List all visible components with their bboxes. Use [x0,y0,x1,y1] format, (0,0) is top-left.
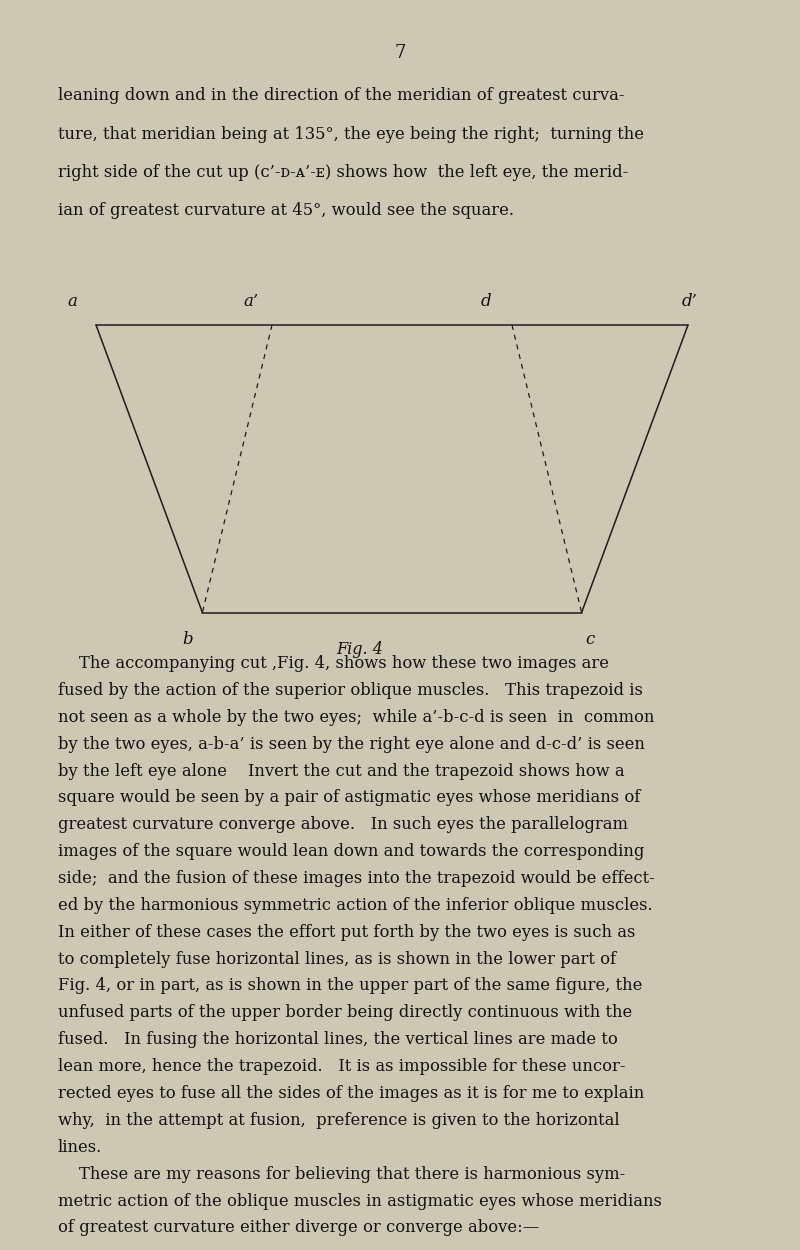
Text: greatest curvature converge above.   In such eyes the parallelogram: greatest curvature converge above. In su… [58,816,628,834]
Text: lean more, hence the trapezoid.   It is as impossible for these uncor-: lean more, hence the trapezoid. It is as… [58,1058,625,1075]
Text: fused by the action of the superior oblique muscles.   This trapezoid is: fused by the action of the superior obli… [58,682,642,699]
Text: b: b [182,631,193,649]
Text: c: c [586,631,595,649]
Text: The accompanying cut ,Fig. 4, shows how these two images are: The accompanying cut ,Fig. 4, shows how … [58,655,609,672]
Text: a: a [67,292,77,310]
Text: ed by the harmonious symmetric action of the inferior oblique muscles.: ed by the harmonious symmetric action of… [58,898,652,914]
Text: by the left eye alone    Invert the cut and the trapezoid shows how a: by the left eye alone Invert the cut and… [58,762,624,780]
Text: lines.: lines. [58,1139,102,1156]
Text: images of the square would lean down and towards the corresponding: images of the square would lean down and… [58,842,644,860]
Text: right side of the cut up (ᴄ’-ᴅ-ᴀ’-ᴇ) shows how  the left eye, the merid-: right side of the cut up (ᴄ’-ᴅ-ᴀ’-ᴇ) sho… [58,164,628,181]
Text: In either of these cases the effort put forth by the two eyes is such as: In either of these cases the effort put … [58,924,635,941]
Text: metric action of the oblique muscles in astigmatic eyes whose meridians: metric action of the oblique muscles in … [58,1192,662,1210]
Text: Fig. 4, or in part, as is shown in the upper part of the same figure, the: Fig. 4, or in part, as is shown in the u… [58,978,642,995]
Text: not seen as a whole by the two eyes;  while a’-b-c-d is seen  in  common: not seen as a whole by the two eyes; whi… [58,709,654,726]
Text: square would be seen by a pair of astigmatic eyes whose meridians of: square would be seen by a pair of astigm… [58,790,640,806]
Text: unfused parts of the upper border being directly continuous with the: unfused parts of the upper border being … [58,1005,632,1021]
Text: ian of greatest curvature at 45°, would see the square.: ian of greatest curvature at 45°, would … [58,201,514,219]
Text: d’: d’ [682,292,698,310]
Text: why,  in the attempt at fusion,  preference is given to the horizontal: why, in the attempt at fusion, preferenc… [58,1112,619,1129]
Text: These are my reasons for believing that there is harmonious sym-: These are my reasons for believing that … [58,1165,625,1182]
Text: by the two eyes, a-b-a’ is seen by the right eye alone and d-c-d’ is seen: by the two eyes, a-b-a’ is seen by the r… [58,735,645,752]
Text: Fig. 4: Fig. 4 [337,641,383,659]
Text: fused.   In fusing the horizontal lines, the vertical lines are made to: fused. In fusing the horizontal lines, t… [58,1031,618,1049]
Text: a’: a’ [244,292,258,310]
Text: 7: 7 [394,44,406,61]
Text: rected eyes to fuse all the sides of the images as it is for me to explain: rected eyes to fuse all the sides of the… [58,1085,644,1102]
Text: ture, that meridian being at 135°, the eye being the right;  turning the: ture, that meridian being at 135°, the e… [58,125,643,142]
Text: of greatest curvature either diverge or converge above:—: of greatest curvature either diverge or … [58,1219,539,1236]
Text: to completely fuse horizontal lines, as is shown in the lower part of: to completely fuse horizontal lines, as … [58,950,616,968]
Text: leaning down and in the direction of the meridian of greatest curva-: leaning down and in the direction of the… [58,88,624,105]
Text: side;  and the fusion of these images into the trapezoid would be effect-: side; and the fusion of these images int… [58,870,654,887]
Text: d: d [480,292,491,310]
